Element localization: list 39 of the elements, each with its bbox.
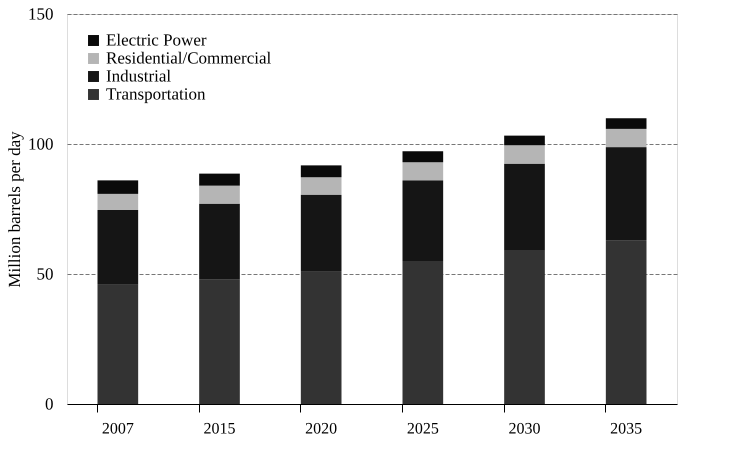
x-tick-label: 2030	[508, 420, 540, 438]
bar	[199, 186, 240, 204]
x-tick-label: 2025	[406, 420, 439, 438]
legend-label: Electric Power	[106, 30, 207, 50]
bar	[504, 136, 545, 146]
x-tick-label: 2015	[204, 420, 236, 438]
y-tick-label: 150	[28, 4, 54, 24]
bar	[199, 204, 240, 280]
bar	[98, 180, 138, 194]
bar	[300, 271, 342, 404]
y-tick-label: 0	[45, 394, 54, 414]
y-tick-label: 50	[36, 264, 54, 284]
bar	[199, 279, 240, 404]
x-tick-label: 2007	[102, 420, 134, 438]
legend-label: Residential/Commercial	[106, 48, 272, 68]
bar	[504, 250, 545, 404]
bar	[300, 194, 342, 272]
bar	[504, 145, 545, 164]
x-tick-label: 2035	[610, 420, 642, 438]
bar	[606, 118, 646, 129]
bar	[402, 180, 444, 261]
bar	[300, 165, 342, 178]
bar	[402, 162, 444, 180]
bar	[199, 174, 240, 186]
bar	[606, 128, 646, 148]
bar	[402, 151, 444, 162]
bar	[606, 240, 646, 404]
x-tick-label: 2020	[305, 420, 338, 438]
bar	[300, 177, 342, 195]
bar	[98, 210, 138, 284]
legend-label: Transportation	[106, 84, 206, 104]
y-tick-label: 100	[28, 134, 54, 154]
bar	[606, 147, 646, 240]
y-axis-title: Million barrels per day	[5, 130, 24, 288]
bar	[402, 261, 444, 404]
legend-label: Industrial	[106, 66, 172, 86]
bar	[504, 164, 545, 251]
bar	[98, 194, 138, 210]
bar	[98, 284, 138, 404]
